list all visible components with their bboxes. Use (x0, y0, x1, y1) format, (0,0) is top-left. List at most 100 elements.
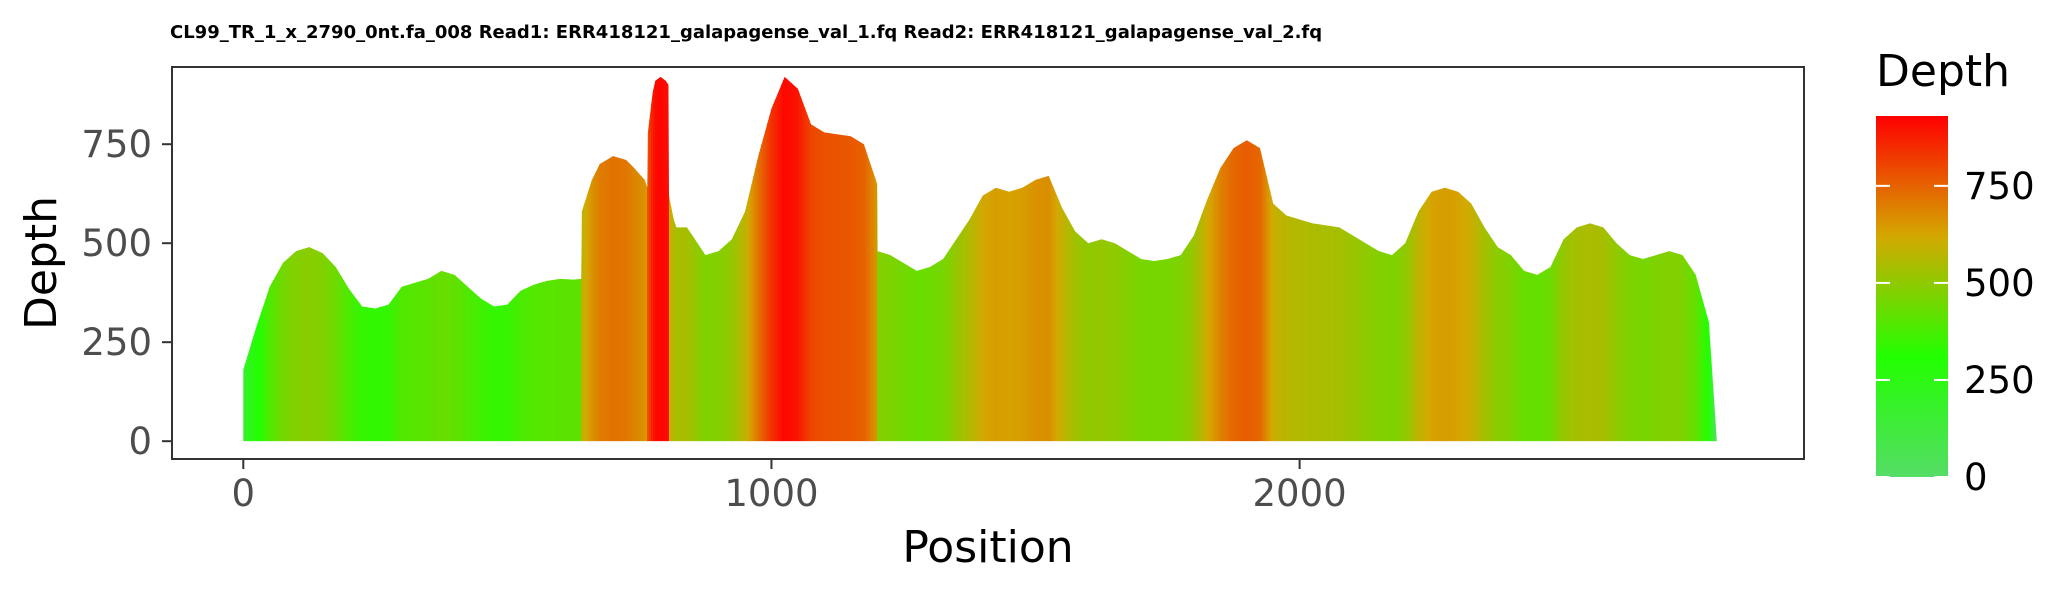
coverage-column (1253, 76, 1256, 442)
coverage-column (1725, 76, 1728, 442)
coverage-column (721, 76, 724, 442)
coverage-column (1469, 76, 1472, 442)
coverage-column (1477, 76, 1480, 442)
coverage-column (1427, 76, 1430, 442)
coverage-column (1007, 76, 1010, 442)
coverage-column (307, 76, 310, 442)
coverage-column (1603, 76, 1606, 442)
coverage-column (1263, 76, 1266, 442)
coverage-column (1623, 76, 1626, 442)
coverage-column (611, 76, 614, 442)
coverage-column (1579, 76, 1582, 442)
coverage-column (741, 76, 744, 442)
coverage-column (665, 76, 668, 442)
coverage-column (1479, 76, 1482, 442)
coverage-column (1625, 76, 1628, 442)
coverage-column (1423, 76, 1426, 442)
coverage-column (293, 76, 296, 442)
coverage-column (1491, 76, 1494, 442)
coverage-column (297, 76, 300, 442)
x-axis: 0 1000 2000 (232, 459, 1347, 515)
coverage-column (671, 76, 674, 442)
coverage-column (1329, 76, 1332, 442)
coverage-column (739, 76, 742, 442)
x-tick-label: 1000 (724, 472, 818, 515)
coverage-column (1401, 76, 1404, 442)
coverage-column (1319, 76, 1322, 442)
coverage-column (783, 76, 786, 442)
coverage-column (1511, 76, 1514, 442)
y-tick-label: 750 (81, 123, 152, 166)
coverage-column (1201, 76, 1204, 442)
coverage-column (707, 76, 710, 442)
coverage-column (1231, 76, 1234, 442)
coverage-column (599, 76, 602, 442)
coverage-column (1635, 76, 1638, 442)
coverage-column (1289, 76, 1292, 442)
coverage-column (987, 76, 990, 442)
coverage-column (679, 76, 682, 442)
coverage-column (625, 76, 628, 442)
coverage-column (1665, 76, 1668, 442)
coverage-column (819, 76, 822, 442)
coverage-column (825, 76, 828, 442)
coverage-column (875, 76, 878, 442)
coverage-column (1475, 76, 1478, 442)
coverage-column (1225, 76, 1228, 442)
coverage-column (1107, 76, 1110, 442)
coverage-column (1005, 76, 1008, 442)
coverage-column (1413, 76, 1416, 442)
coverage-column (1597, 76, 1600, 442)
coverage-column (881, 76, 884, 442)
legend-tick-label: 0 (1964, 456, 1988, 499)
coverage-column (1447, 76, 1450, 442)
coverage-column (1173, 76, 1176, 442)
coverage-column (1081, 76, 1084, 442)
coverage-column (1365, 76, 1368, 442)
coverage-column (1637, 76, 1640, 442)
coverage-column (1183, 76, 1186, 442)
coverage-column (641, 76, 644, 442)
coverage-column (631, 76, 634, 442)
coverage-column (807, 76, 810, 442)
coverage-column (1009, 76, 1012, 442)
coverage-column (1017, 76, 1020, 442)
coverage-column (1395, 76, 1398, 442)
coverage-column (979, 76, 982, 442)
coverage-column (769, 76, 772, 442)
coverage-column (1407, 76, 1410, 442)
coverage-column (1099, 76, 1102, 442)
coverage-column (977, 76, 980, 442)
coverage-column (1267, 76, 1270, 442)
coverage-column (1383, 76, 1386, 442)
coverage-column (781, 76, 784, 442)
coverage-column (877, 76, 880, 442)
coverage-column (1581, 76, 1584, 442)
coverage-column (1213, 76, 1216, 442)
coverage-column (1019, 76, 1022, 442)
coverage-column (1601, 76, 1604, 442)
coverage-column (1205, 76, 1208, 442)
coverage-column (1667, 76, 1670, 442)
coverage-column (647, 76, 650, 442)
coverage-column (969, 76, 972, 442)
y-axis-title: Depth (16, 196, 67, 330)
coverage-column (1003, 76, 1006, 442)
coverage-column (821, 76, 824, 442)
coverage-column (945, 76, 948, 442)
coverage-column (1729, 76, 1732, 442)
coverage-column (1327, 76, 1330, 442)
coverage-column (1419, 76, 1422, 442)
coverage-column (1509, 76, 1512, 442)
coverage-column (951, 76, 954, 442)
coverage-column (1639, 76, 1642, 442)
coverage-column (1391, 76, 1394, 442)
coverage-column (873, 76, 876, 442)
coverage-column (667, 76, 670, 442)
coverage-column (1203, 76, 1206, 442)
coverage-column (887, 76, 890, 442)
coverage-column (1497, 76, 1500, 442)
coverage-column (1429, 76, 1432, 442)
coverage-column (1471, 76, 1474, 442)
coverage-column (601, 76, 604, 442)
